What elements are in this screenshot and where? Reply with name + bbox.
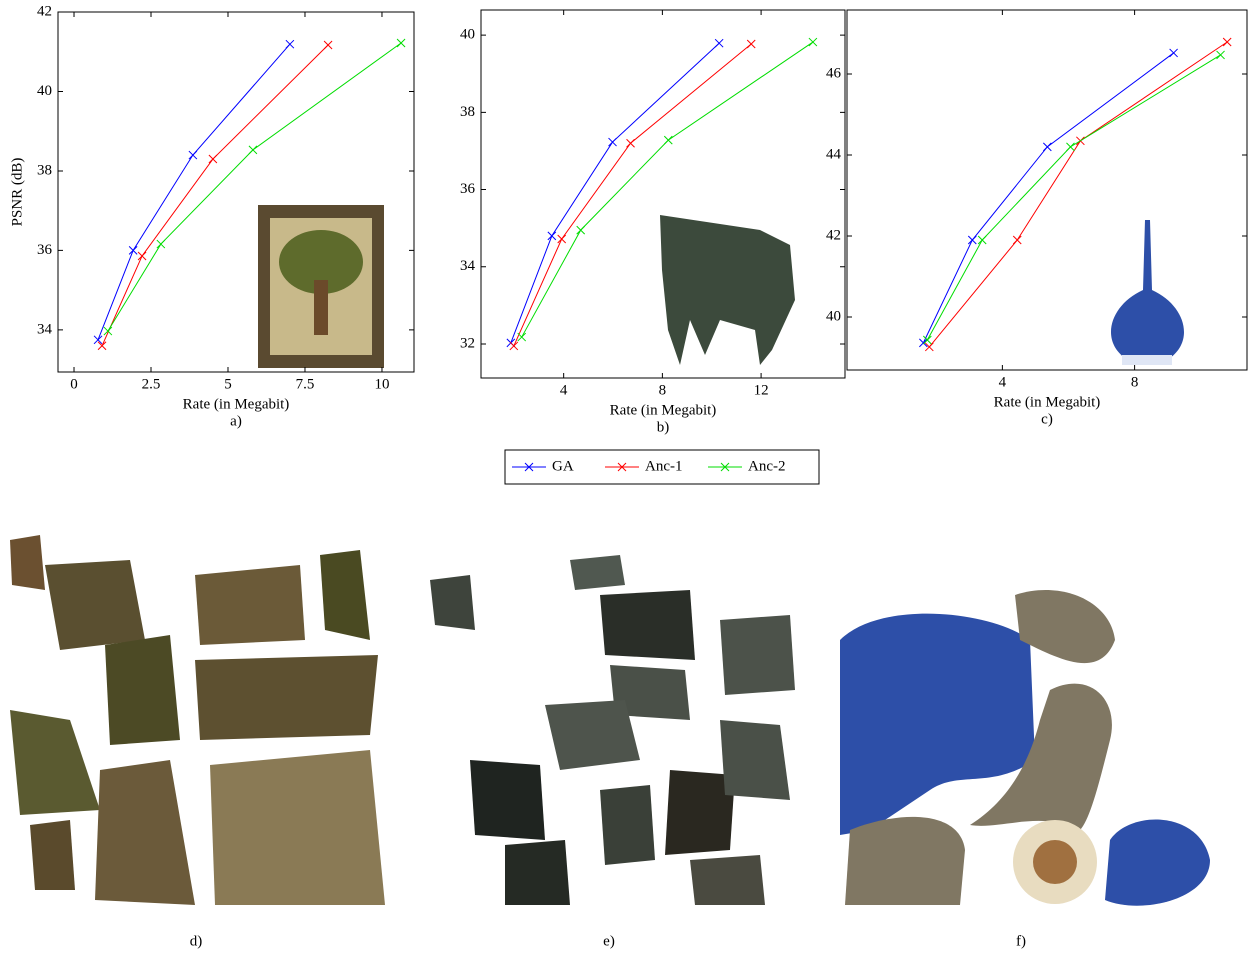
x-tick-label: 12: [754, 382, 769, 398]
y-tick-label: 34: [460, 258, 476, 274]
line: [926, 54, 1221, 341]
marker: [576, 225, 586, 235]
chart: 4 8 40 42 44 46 Rate (in Megabit)c): [826, 9, 1248, 427]
marker: [396, 38, 406, 48]
marker: [808, 37, 818, 47]
y-axis-label: PSNR (dB): [9, 158, 25, 227]
marker: [103, 326, 113, 336]
marker: [248, 145, 258, 155]
photo-bronze-fragments: [413, 522, 805, 915]
marker: [922, 335, 932, 345]
line: [922, 52, 1174, 344]
marker: [156, 239, 166, 249]
marker: [924, 342, 934, 352]
line: [107, 42, 402, 332]
marker: [97, 341, 107, 351]
line: [97, 43, 291, 340]
plot-frame: [846, 9, 1248, 371]
marker: [285, 39, 295, 49]
marker: [128, 246, 138, 255]
marker: [1066, 142, 1075, 152]
x-tick-label: 0: [70, 376, 78, 392]
marker: [547, 231, 557, 241]
marker: [137, 251, 147, 261]
legend-label: Anc-2: [748, 458, 786, 474]
marker: [188, 150, 198, 160]
chart: 0 2.5 5 7.5 10 34 36 38 40 42 Rate (in Megabit)a) P…: [9, 3, 415, 429]
plot-frame: [480, 9, 846, 379]
marker: [1042, 142, 1052, 152]
legend-label: Anc-1: [645, 458, 683, 474]
marker: [93, 335, 103, 345]
x-axis-label: Rate (in Megabit): [994, 394, 1101, 410]
marker: [524, 462, 534, 472]
photo-vase-fragments: [827, 527, 1215, 915]
line: [510, 42, 720, 344]
x-tick-label: 2.5: [142, 376, 161, 392]
y-tick-label: 42: [826, 227, 841, 243]
marker: [208, 154, 218, 164]
marker: [608, 137, 617, 147]
marker: [1169, 48, 1178, 58]
plot-frame: [57, 11, 415, 373]
caption: c): [1041, 411, 1053, 427]
legend: GA Anc-1 Anc-2: [512, 458, 786, 474]
marker: [1222, 37, 1232, 47]
y-tick-label: 36: [37, 242, 53, 258]
x-tick-label: 4: [560, 382, 568, 398]
marker: [517, 332, 527, 342]
marker: [720, 462, 730, 472]
x-axis-label: Rate (in Megabit): [183, 396, 290, 412]
caption: a): [230, 413, 242, 429]
x-tick-label: 8: [659, 382, 667, 398]
line: [513, 43, 752, 347]
inset-tapestry: [258, 205, 384, 368]
line: [101, 44, 329, 346]
legend-label: GA: [552, 458, 574, 474]
legend-box: [504, 449, 820, 485]
y-tick-label: 44: [826, 146, 842, 162]
y-tick-label: 38: [460, 104, 475, 120]
marker: [714, 38, 724, 48]
y-tick-label: 34: [37, 321, 53, 337]
y-tick-label: 36: [460, 181, 476, 197]
x-tick-label: 7.5: [296, 376, 315, 392]
marker: [617, 462, 627, 472]
marker: [557, 234, 567, 244]
marker: [977, 235, 987, 245]
marker: [967, 235, 977, 245]
x-tick-label: 4: [999, 374, 1007, 390]
inset-vase: [1111, 220, 1184, 365]
y-tick-label: 42: [37, 3, 52, 19]
y-tick-label: 46: [826, 65, 842, 81]
caption: b): [657, 419, 670, 435]
photo-tapestry-fragments: [0, 522, 392, 915]
marker: [663, 135, 673, 145]
marker: [746, 39, 756, 49]
inset-bronze: [660, 215, 795, 365]
caption: d): [190, 933, 203, 949]
line: [928, 41, 1228, 348]
x-axis-label: Rate (in Megabit): [610, 402, 717, 418]
x-tick-label: 5: [224, 376, 232, 392]
y-tick-label: 32: [460, 335, 475, 351]
line: [521, 41, 814, 338]
chart: 4 8 12 32 34 36 38 40 Rate (in Megabit)b): [460, 9, 846, 435]
y-tick-label: 40: [460, 27, 475, 43]
marker: [919, 338, 928, 348]
marker: [626, 138, 635, 148]
caption: e): [603, 933, 615, 949]
y-tick-label: 38: [37, 162, 52, 178]
marker: [509, 341, 519, 351]
y-tick-label: 40: [826, 308, 841, 324]
marker: [323, 40, 333, 50]
marker: [1216, 50, 1225, 60]
y-tick-label: 40: [37, 83, 52, 99]
x-tick-label: 8: [1131, 374, 1139, 390]
x-tick-label: 10: [374, 376, 389, 392]
marker: [1012, 235, 1022, 245]
caption: f): [1016, 933, 1026, 949]
